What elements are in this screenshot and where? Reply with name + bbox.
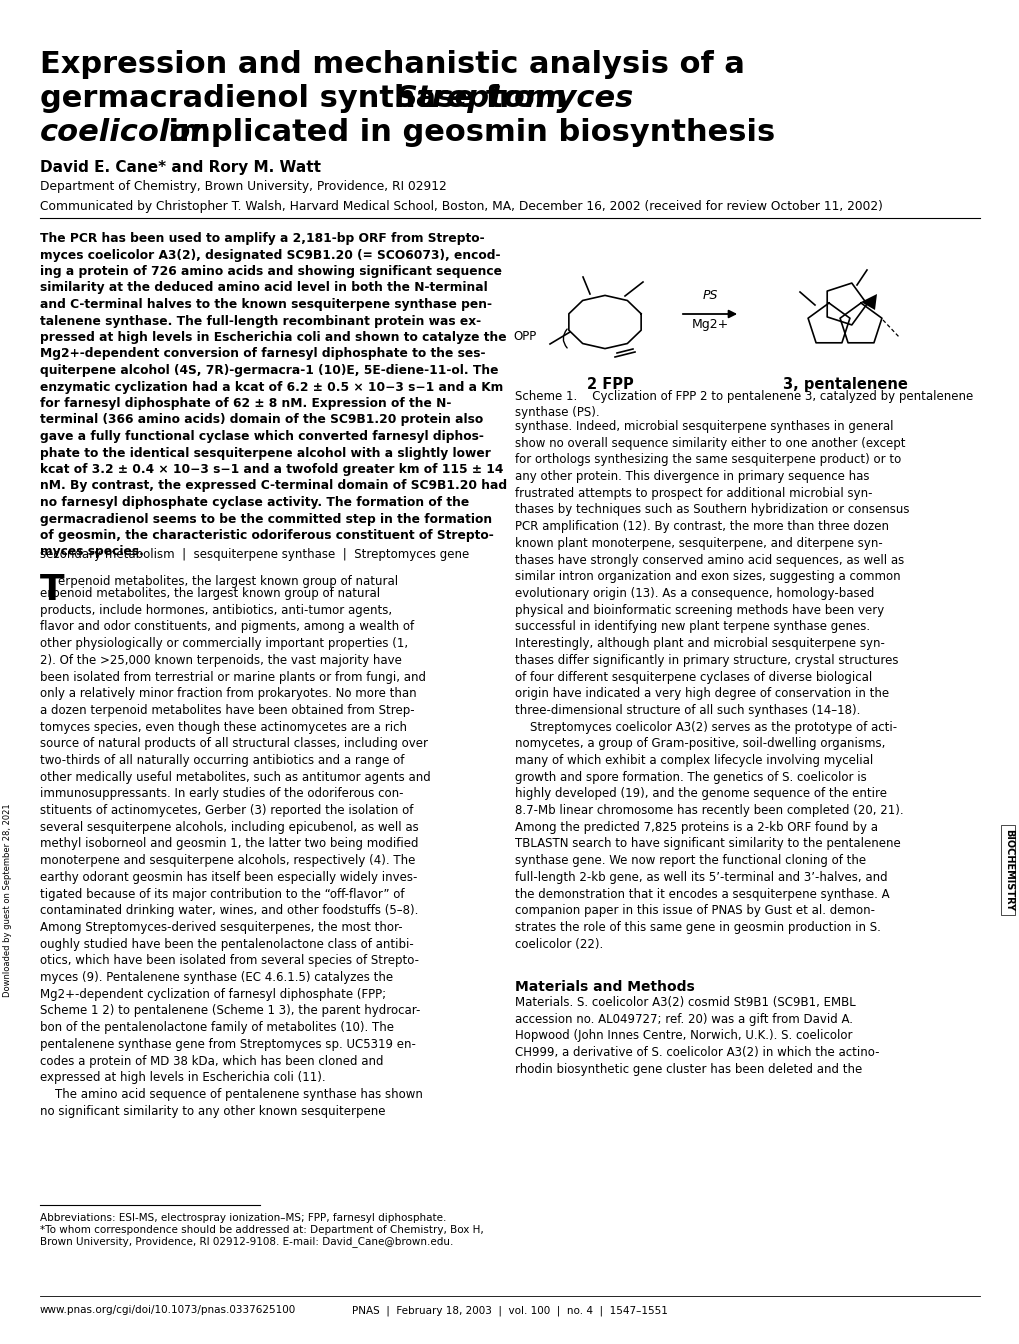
Text: BIOCHEMISTRY: BIOCHEMISTRY: [1003, 829, 1013, 911]
Bar: [1000, 825, 1014, 915]
Text: Streptomyces: Streptomyces: [395, 83, 633, 113]
Text: Abbreviations: ESI-MS, electrospray ionization–MS; FPP, farnesyl diphosphate.: Abbreviations: ESI-MS, electrospray ioni…: [40, 1214, 446, 1223]
Text: Materials and Methods: Materials and Methods: [515, 980, 694, 995]
Text: Communicated by Christopher T. Walsh, Harvard Medical School, Boston, MA, Decemb: Communicated by Christopher T. Walsh, Ha…: [40, 200, 882, 212]
Text: www.pnas.org/cgi/doi/10.1073/pnas.0337625100: www.pnas.org/cgi/doi/10.1073/pnas.033762…: [40, 1305, 296, 1314]
Text: Mg2+: Mg2+: [691, 319, 728, 331]
Text: Department of Chemistry, Brown University, Providence, RI 02912: Department of Chemistry, Brown Universit…: [40, 180, 446, 194]
Text: erpenoid metabolites, the largest known group of natural
products, include hormo: erpenoid metabolites, the largest known …: [40, 587, 430, 1118]
Text: PS: PS: [702, 289, 717, 302]
Text: synthase. Indeed, microbial sesquiterpene synthases in general
show no overall s: synthase. Indeed, microbial sesquiterpen…: [515, 419, 909, 950]
Text: PNAS  |  February 18, 2003  |  vol. 100  |  no. 4  |  1547–1551: PNAS | February 18, 2003 | vol. 100 | no…: [352, 1305, 667, 1316]
Polygon shape: [860, 294, 876, 310]
Text: 3, pentalenene: 3, pentalenene: [782, 378, 907, 392]
Text: Downloaded by guest on September 28, 2021: Downloaded by guest on September 28, 202…: [3, 804, 12, 997]
Text: secondary metabolism  |  sesquiterpene synthase  |  Streptomyces gene: secondary metabolism | sesquiterpene syn…: [40, 548, 469, 560]
Text: Materials. S. coelicolor A3(2) cosmid St9B1 (SC9B1, EMBL
accession no. AL049727;: Materials. S. coelicolor A3(2) cosmid St…: [515, 996, 878, 1075]
Text: OPP: OPP: [514, 331, 536, 344]
Text: Brown University, Providence, RI 02912-9108. E-mail: David_Cane@brown.edu.: Brown University, Providence, RI 02912-9…: [40, 1236, 452, 1247]
Text: Scheme 1.    Cyclization of FPP 2 to pentalenene 3, catalyzed by pentalenene
syn: Scheme 1. Cyclization of FPP 2 to pental…: [515, 390, 972, 419]
Text: T: T: [40, 573, 64, 607]
Text: David E. Cane* and Rory M. Watt: David E. Cane* and Rory M. Watt: [40, 160, 321, 175]
Text: implicated in geosmin biosynthesis: implicated in geosmin biosynthesis: [158, 118, 774, 146]
Text: Expression and mechanistic analysis of a: Expression and mechanistic analysis of a: [40, 50, 744, 79]
Text: coelicolor: coelicolor: [40, 118, 206, 146]
Text: The PCR has been used to amplify a 2,181-bp ORF from Strepto-
myces coelicolor A: The PCR has been used to amplify a 2,181…: [40, 233, 506, 559]
Text: *To whom correspondence should be addressed at: Department of Chemistry, Box H,: *To whom correspondence should be addres…: [40, 1224, 483, 1235]
Text: germacradienol synthase from: germacradienol synthase from: [40, 83, 577, 113]
Text: 2 FPP: 2 FPP: [586, 378, 633, 392]
Text: erpenoid metabolites, the largest known group of natural: erpenoid metabolites, the largest known …: [58, 575, 397, 589]
